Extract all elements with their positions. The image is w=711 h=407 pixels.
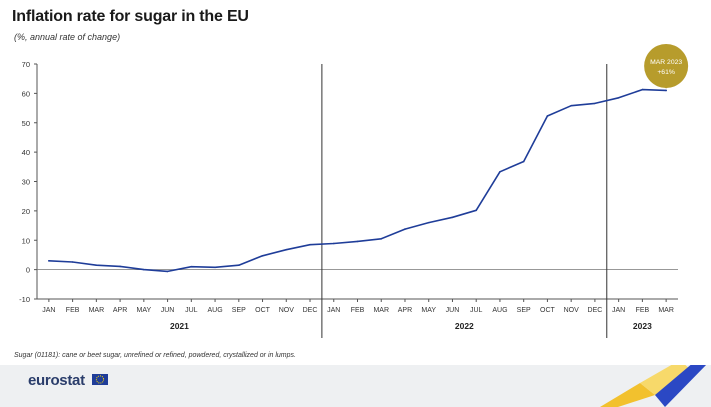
x-tick-label: SEP [232,307,246,314]
x-tick-label: OCT [255,307,271,314]
line-chart: -10 0 10 20 30 40 50 60 70 JAN FEB MAR APR MAY JUN JUL A… [19,44,689,338]
annotation-date: MAR 2023 [650,59,682,66]
y-tick-label: 40 [22,148,30,157]
data-point [499,171,501,173]
year-label: 2022 [455,321,474,331]
eurostat-logo: eurostat [28,372,85,389]
x-tick-label: JAN [42,307,55,314]
y-tick-label: 50 [22,119,30,128]
y-tick-label: -10 [19,295,30,304]
x-tick-label: JUL [185,307,198,314]
data-point [309,243,311,246]
x-tick-label: SEP [517,307,531,314]
x-tick-label: DEC [303,307,318,314]
y-tick-label: 20 [22,207,30,216]
x-tick-label: MAY [137,307,152,314]
annotation-bubble [644,44,689,88]
data-point [522,160,525,163]
x-tick-label: DEC [588,307,603,314]
data-point [332,242,335,245]
data-point [166,270,169,273]
data-point [237,264,240,267]
data-point [427,221,430,224]
data-point [71,261,74,263]
x-tick-label: FEB [351,307,365,314]
year-label: 2023 [633,321,652,331]
x-tick-label: JAN [612,307,625,314]
data-point [451,216,454,219]
data-point [214,266,216,269]
x-tick-label: JUN [446,307,460,314]
data-point [261,255,264,257]
data-point [617,96,620,99]
data-point [119,265,121,268]
x-tick-label: NOV [564,307,580,314]
y-tick-label: 70 [22,60,30,69]
x-tick-label: MAR [89,307,105,314]
data-point [95,264,98,267]
x-tick-label: JAN [327,307,340,314]
x-tick-label: JUN [161,307,175,314]
data-point [380,237,383,240]
decorative-chevron-icon [600,365,707,407]
data-point [475,209,478,212]
data-point [48,260,50,262]
year-label: 2021 [170,321,189,331]
y-tick-label: 10 [22,236,30,245]
y-tick-label: 30 [22,178,30,187]
x-tick-label: FEB [66,307,80,314]
x-tick-label: FEB [636,307,650,314]
x-tick-label: AUG [492,307,507,314]
data-point [143,268,145,271]
data-point [356,240,359,243]
data-point [546,115,549,117]
data-point [641,88,644,91]
data-point [404,228,406,230]
footer-bar [0,365,711,407]
annotation-value: +61% [657,69,675,76]
x-tick-label: MAR [373,307,389,314]
chart-title: Inflation rate for sugar in the EU [12,8,249,25]
data-point [665,89,667,92]
x-tick-label: AUG [207,307,222,314]
x-tick-label: MAY [421,307,436,314]
y-tick-label: 60 [22,89,30,98]
data-point [285,248,288,251]
data-point [190,265,193,268]
chart-footnote: Sugar (01181): cane or beet sugar, unref… [14,352,296,359]
data-point [594,102,596,105]
x-tick-label: JUL [470,307,483,314]
x-tick-label: NOV [279,307,295,314]
data-point [570,104,572,107]
x-tick-label: APR [398,307,412,314]
series-line [48,88,667,273]
eu-flag-icon [92,374,108,385]
x-tick-label: MAR [658,307,674,314]
y-tick-label: 0 [26,266,30,275]
x-tick-label: APR [113,307,127,314]
x-tick-label: OCT [540,307,556,314]
chart-subtitle: (%, annual rate of change) [14,32,121,42]
